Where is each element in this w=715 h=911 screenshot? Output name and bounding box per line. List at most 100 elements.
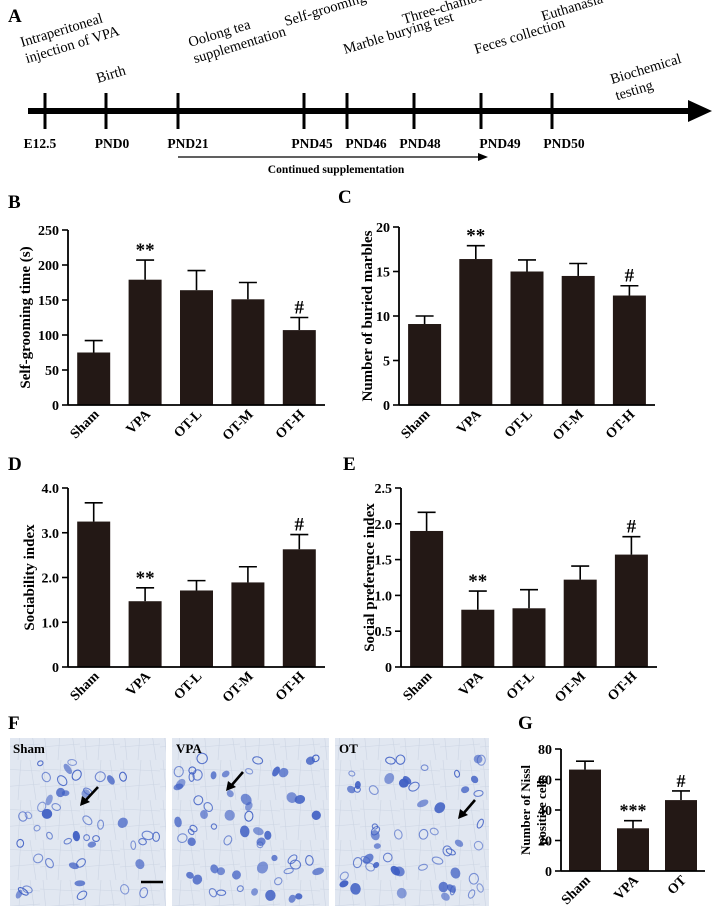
chart-sociability: Sham ** VPA OT-L OT-M # OT-H 0 1.0 2.0 3.0 4.0 Socia… bbox=[22, 482, 325, 706]
stained-cell bbox=[384, 773, 395, 784]
stained-cell bbox=[256, 861, 269, 874]
stained-cell bbox=[76, 858, 86, 868]
stained-cell bbox=[46, 831, 53, 840]
y-tick-label: 40 bbox=[538, 804, 552, 819]
panel-label-e: E bbox=[343, 454, 356, 475]
stained-cell bbox=[45, 794, 53, 806]
x-tick-label: VPA bbox=[612, 873, 643, 904]
significance-marker: # bbox=[627, 517, 637, 538]
stained-cell bbox=[76, 890, 88, 901]
x-tick-label: OT-L bbox=[171, 669, 205, 703]
stained-cell bbox=[394, 866, 405, 877]
stained-cell bbox=[74, 880, 86, 887]
stained-cell bbox=[365, 862, 376, 872]
x-tick-label: OT bbox=[665, 873, 690, 898]
stained-cell bbox=[232, 870, 241, 880]
stained-cell bbox=[450, 867, 461, 879]
y-axis-label: Self-grooming time (s) bbox=[18, 246, 34, 388]
y-tick-label: 20 bbox=[538, 835, 552, 850]
y-tick-label: 50 bbox=[45, 364, 59, 379]
stained-cell bbox=[352, 857, 363, 869]
timeline-day-label: PND49 bbox=[479, 136, 520, 151]
stained-cell bbox=[418, 863, 428, 871]
stained-cell bbox=[244, 810, 254, 822]
bar-ot-l bbox=[180, 290, 213, 405]
stained-cell bbox=[45, 858, 54, 869]
bar-ot-m bbox=[563, 579, 597, 667]
micrograph-ot bbox=[335, 738, 489, 906]
bar-ot-h bbox=[282, 549, 316, 667]
timeline-event-euthanasia: Euthanasia bbox=[539, 0, 605, 25]
x-tick-label: Sham bbox=[68, 407, 103, 442]
timeline-event-threechamber: Three-chamber test bbox=[400, 0, 512, 28]
x-tick-label: VPA bbox=[456, 669, 487, 700]
stained-cell bbox=[454, 839, 464, 847]
stained-cell bbox=[152, 831, 161, 842]
x-tick-label: Sham bbox=[399, 407, 434, 442]
stained-cell bbox=[396, 887, 407, 899]
stained-cell bbox=[311, 810, 321, 820]
stained-cell bbox=[353, 785, 361, 793]
timeline-event-birth: Birth bbox=[94, 63, 128, 87]
timeline-day-label: PND46 bbox=[345, 136, 386, 151]
stained-cell bbox=[461, 786, 470, 794]
x-tick-label: OT-L bbox=[502, 407, 536, 441]
bar-ot-l bbox=[512, 608, 546, 667]
stained-cell bbox=[22, 885, 33, 894]
panel-label-d: D bbox=[8, 454, 22, 475]
bar-ot-h bbox=[612, 295, 646, 405]
stained-cell bbox=[221, 770, 230, 778]
stained-cell bbox=[189, 824, 198, 833]
y-tick-label: 1.0 bbox=[375, 589, 393, 604]
stained-cell bbox=[208, 887, 218, 898]
stained-cell bbox=[339, 880, 349, 888]
stained-cell bbox=[173, 765, 184, 778]
y-tick-label: 80 bbox=[538, 743, 552, 758]
y-tick-label: 150 bbox=[38, 294, 59, 309]
stained-cell bbox=[347, 785, 356, 794]
significance-marker: ** bbox=[466, 226, 485, 247]
y-tick-label: 15 bbox=[376, 266, 390, 281]
y-tick-label: 4.0 bbox=[42, 482, 60, 497]
stained-cell bbox=[16, 838, 25, 848]
arrow-icon bbox=[226, 771, 244, 791]
y-tick-label: 2.0 bbox=[375, 518, 393, 533]
stained-cell bbox=[119, 771, 127, 782]
stained-cell bbox=[130, 840, 137, 850]
stained-cell bbox=[385, 756, 396, 765]
stained-cell bbox=[63, 837, 73, 845]
timeline-day-label: PND0 bbox=[95, 136, 130, 151]
stained-cell bbox=[192, 769, 203, 781]
chart-nissl-cells: Sham *** VPA # OT 0 20 40 60 80 Number of Nisslpos… bbox=[518, 743, 705, 908]
arrow-icon bbox=[80, 786, 99, 806]
stained-cell bbox=[442, 845, 453, 857]
stained-cell bbox=[94, 771, 106, 783]
stained-cell bbox=[210, 823, 218, 830]
stained-cell bbox=[473, 789, 484, 797]
stained-cell bbox=[272, 766, 280, 777]
stained-cell bbox=[264, 830, 272, 840]
stained-cell bbox=[470, 775, 479, 784]
x-tick-label: OT-H bbox=[273, 669, 308, 704]
y-tick-label: 5 bbox=[383, 355, 390, 370]
y-tick-label: 2.0 bbox=[42, 572, 60, 587]
stained-cell bbox=[371, 823, 379, 830]
stained-cell bbox=[15, 889, 23, 899]
timeline-event-selfgroom: Self-grooming test bbox=[282, 0, 390, 30]
stained-cell bbox=[239, 825, 250, 838]
stained-cell bbox=[476, 754, 486, 766]
significance-marker: *** bbox=[620, 801, 647, 821]
stained-cell bbox=[434, 802, 446, 814]
bar-sham bbox=[410, 530, 444, 667]
stained-cell bbox=[37, 760, 44, 767]
timeline-event-biochem: Biochemicaltesting bbox=[608, 51, 688, 104]
x-tick-label: VPA bbox=[124, 669, 155, 700]
stained-cell bbox=[117, 817, 128, 828]
timeline-event-line: Birth bbox=[94, 63, 128, 87]
stained-cell bbox=[173, 783, 184, 791]
stained-cell bbox=[236, 885, 244, 893]
y-tick-label: 0 bbox=[52, 661, 59, 676]
timeline-event-vpa: Intraperitonealinjection of VPA bbox=[18, 7, 121, 67]
